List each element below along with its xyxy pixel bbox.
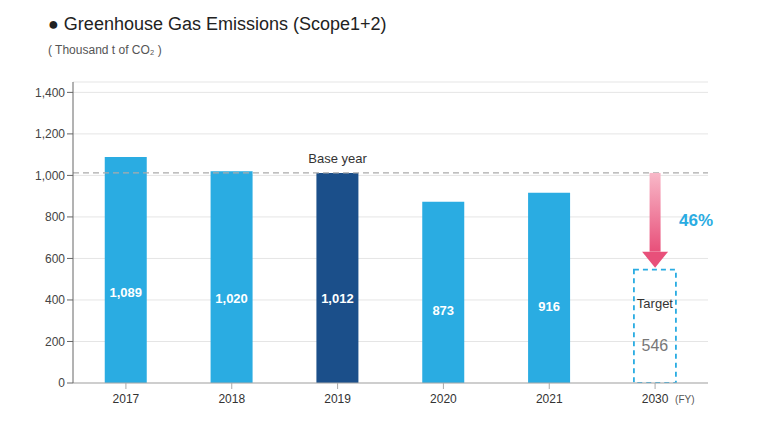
svg-text:400: 400 [45, 293, 65, 307]
svg-text:1,012: 1,012 [321, 291, 354, 306]
html-text:● Greenhouse Gas Emissions (Sc: ● Greenhouse Gas Emissions (Scope1+2) [48, 14, 387, 34]
svg-text:2017: 2017 [113, 392, 140, 406]
svg-text:1,089: 1,089 [109, 285, 142, 300]
svg-text:916: 916 [538, 299, 560, 314]
svg-text:873: 873 [432, 303, 454, 318]
svg-text:2021: 2021 [536, 392, 563, 406]
svg-text:46%: 46% [679, 211, 713, 230]
html-text:( Thousand t of CO₂ ): ( Thousand t of CO₂ ) [48, 43, 162, 57]
svg-text:2019: 2019 [324, 392, 351, 406]
svg-text:546: 546 [642, 337, 669, 354]
svg-text:1,020: 1,020 [215, 291, 248, 306]
svg-text:2020: 2020 [430, 392, 457, 406]
svg-text:1,000: 1,000 [35, 169, 65, 183]
svg-text:2030: 2030 [642, 392, 669, 406]
svg-text:1,400: 1,400 [35, 86, 65, 100]
svg-text:2018: 2018 [218, 392, 245, 406]
svg-text:800: 800 [45, 210, 65, 224]
svg-text:(FY): (FY) [675, 394, 694, 405]
svg-text:0: 0 [58, 376, 65, 390]
svg-text:Base year: Base year [308, 151, 367, 166]
svg-text:200: 200 [45, 335, 65, 349]
svg-text:1,200: 1,200 [35, 127, 65, 141]
svg-text:600: 600 [45, 252, 65, 266]
svg-text:Target: Target [637, 296, 674, 311]
